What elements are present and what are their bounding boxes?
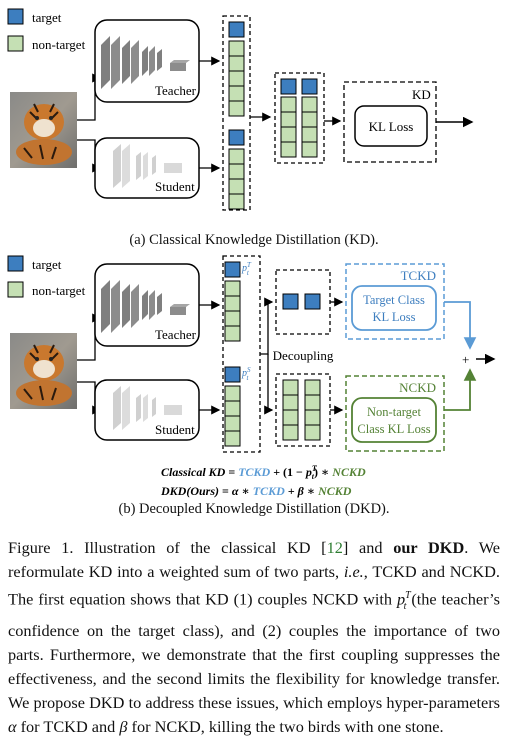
kd-label: KD (412, 87, 431, 102)
equation-classical-kd: Classical KD = TCKD + (1 − pT t) ∗ NCKD (161, 464, 366, 481)
target-cell-student (304, 293, 321, 310)
combined-cells-a (280, 78, 318, 158)
logits-box-a (222, 15, 251, 211)
figure-caption: Figure 1. Illustration of the classical … (8, 538, 500, 736)
kl-loss-box (354, 105, 428, 147)
teacher-logits-a (228, 21, 245, 117)
student-label-b: Student (155, 422, 195, 437)
tiger-image (10, 92, 77, 168)
legend-target-label-b: target (32, 257, 62, 272)
p-teacher-label: pT t (241, 261, 252, 277)
combined-logits-a (274, 72, 325, 164)
student-label-a: Student (155, 179, 195, 194)
teacher-network-b: Teacher (77, 263, 200, 361)
student-logits-a (228, 129, 245, 210)
tckd-box (345, 263, 445, 340)
panel-a: target non-target Teacher (7, 8, 474, 211)
equation-dkd: DKD(Ours) = α ∗ TCKD + β ∗ NCKD (160, 484, 352, 498)
decoupling-label: Decoupling (273, 348, 334, 363)
tckd-loss-box (351, 285, 437, 331)
legend-non-target-swatch (7, 35, 24, 52)
legend-non-target-swatch-b (7, 281, 24, 298)
legend-non-target-label-b: non-target (32, 283, 86, 298)
legend-target-label: target (32, 10, 62, 25)
subcaption-a: (a) Classical Knowledge Distillation (KD… (129, 232, 379, 248)
tckd-loss-line1: Target Class (363, 293, 425, 307)
p-student-label: pS t (241, 366, 251, 382)
student-network-b: Student (77, 379, 200, 441)
legend-non-target-label: non-target (32, 37, 86, 52)
student-logits-b (224, 366, 241, 447)
teacher-label-b: Teacher (155, 327, 197, 342)
tckd-label: TCKD (401, 268, 436, 283)
plus-sign: + (462, 352, 469, 367)
student-network-a: Student (77, 137, 200, 199)
legend-target-swatch (7, 8, 24, 25)
subcaption-b: (b) Decoupled Knowledge Distillation (DK… (118, 501, 390, 517)
kl-loss-label: KL Loss (369, 119, 414, 134)
legend-target-swatch-b (7, 255, 24, 272)
nckd-label: NCKD (399, 380, 436, 395)
teacher-label-a: Teacher (155, 83, 197, 98)
nckd-loss-line1: Non-target (367, 405, 421, 419)
non-target-cells (282, 379, 321, 441)
target-cell-teacher (282, 293, 299, 310)
nckd-loss-box (351, 397, 437, 443)
citation-link[interactable]: 12 (326, 538, 343, 557)
panel-b: target non-target Teacher (7, 255, 496, 498)
teacher-network-a: Teacher (77, 19, 200, 121)
tckd-loss-line2: KL Loss (373, 310, 416, 324)
nckd-box (345, 375, 445, 452)
teacher-logits-b (224, 261, 241, 342)
kd-diagram: target non-target Teacher (7, 8, 496, 498)
nckd-loss-line2: Class KL Loss (357, 422, 430, 436)
tiger-image-b (10, 333, 77, 409)
